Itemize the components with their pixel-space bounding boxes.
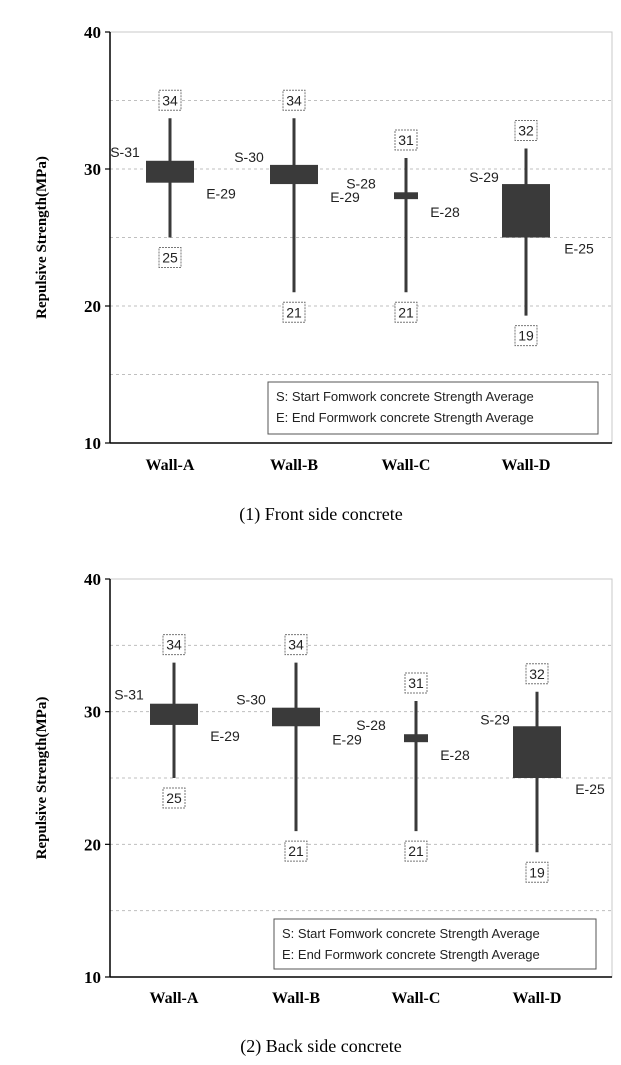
min-label: 19	[529, 864, 545, 880]
min-label-box	[404, 840, 428, 862]
max-label-box	[514, 119, 538, 141]
x-tick-label: Wall-B	[272, 990, 320, 1007]
y-tick-label: 30	[84, 160, 101, 179]
legend-box	[273, 918, 597, 970]
e-label: E-25	[575, 781, 605, 797]
max-label-box	[525, 663, 549, 685]
y-tick-label: 20	[84, 297, 101, 316]
max-label-box	[162, 634, 186, 656]
max-label-box	[284, 634, 308, 656]
legend-entry: E: End Formwork concrete Strength Averag…	[276, 410, 534, 425]
e-label: E-29	[210, 728, 240, 744]
box	[150, 703, 198, 725]
s-label: S-31	[110, 144, 140, 160]
legend-entry: E: End Formwork concrete Strength Averag…	[282, 947, 540, 962]
min-label-box	[162, 787, 186, 809]
x-tick-label: Wall-C	[392, 990, 441, 1007]
min-label: 25	[162, 250, 178, 266]
e-label: E-29	[332, 731, 362, 747]
box	[513, 726, 561, 778]
y-tick-label: 10	[84, 968, 101, 987]
s-label: S-29	[480, 711, 510, 727]
max-label: 31	[398, 132, 414, 148]
min-label: 21	[286, 304, 302, 320]
max-label: 31	[408, 675, 424, 691]
box	[394, 192, 418, 200]
e-label: E-29	[206, 186, 236, 202]
max-label: 32	[518, 122, 534, 138]
min-label: 21	[408, 843, 424, 859]
max-label: 32	[529, 666, 545, 682]
chart-caption: (1) Front side concrete	[239, 504, 402, 525]
min-label-box	[394, 301, 418, 323]
s-label: S-29	[469, 169, 499, 185]
max-label: 34	[288, 637, 304, 653]
max-label-box	[394, 129, 418, 151]
y-tick-label: 10	[84, 434, 101, 453]
box	[270, 164, 318, 185]
min-label: 21	[398, 304, 414, 320]
max-label: 34	[166, 637, 182, 653]
chart-2: 10 20 30 40 Repulsive Strength(MPa) Wall-A Wal…	[34, 570, 613, 1057]
box	[404, 734, 428, 743]
s-label: S-28	[356, 717, 386, 733]
s-label: S-31	[114, 687, 144, 703]
min-label: 21	[288, 843, 304, 859]
y-tick-label: 40	[84, 570, 101, 589]
e-label: E-28	[430, 204, 460, 220]
x-tick-label: Wall-D	[502, 457, 551, 474]
s-label: S-30	[234, 149, 264, 165]
max-label-box	[404, 672, 428, 694]
box	[146, 160, 194, 183]
max-label-box	[158, 89, 182, 111]
e-label: E-29	[330, 189, 360, 205]
y-axis-label: Repulsive Strength(MPa)	[34, 156, 50, 319]
s-label: S-28	[346, 175, 376, 191]
s-label: S-30	[236, 692, 266, 708]
x-tick-label: Wall-A	[150, 990, 199, 1007]
min-label-box	[284, 840, 308, 862]
min-label-box	[514, 325, 538, 347]
y-tick-label: 20	[84, 835, 101, 854]
min-label-box	[282, 301, 306, 323]
y-axis-label: Repulsive Strength(MPa)	[34, 697, 50, 860]
box	[502, 184, 550, 238]
y-tick-label: 30	[84, 703, 101, 722]
max-label: 34	[286, 92, 302, 108]
min-label-box	[158, 247, 182, 268]
max-label: 34	[162, 92, 178, 108]
legend-entry: S: Start Fomwork concrete Strength Avera…	[282, 926, 540, 941]
x-tick-label: Wall-B	[270, 457, 318, 474]
chart-caption: (2) Back side concrete	[240, 1036, 401, 1057]
chart-1: 10 20 30 40 Repulsive Strength(MPa) Wall-A Wal…	[34, 23, 613, 525]
x-tick-label: Wall-A	[146, 457, 195, 474]
max-label-box	[282, 89, 306, 111]
e-label: E-25	[564, 241, 594, 257]
x-tick-label: Wall-C	[382, 457, 431, 474]
min-label: 25	[166, 790, 182, 806]
y-tick-label: 40	[84, 23, 101, 42]
x-tick-label: Wall-D	[513, 990, 562, 1007]
e-label: E-28	[440, 747, 470, 763]
legend-entry: S: Start Fomwork concrete Strength Avera…	[276, 389, 534, 404]
box	[272, 707, 320, 727]
legend-box	[267, 381, 599, 435]
min-label-box	[525, 861, 549, 883]
min-label: 19	[518, 328, 534, 344]
